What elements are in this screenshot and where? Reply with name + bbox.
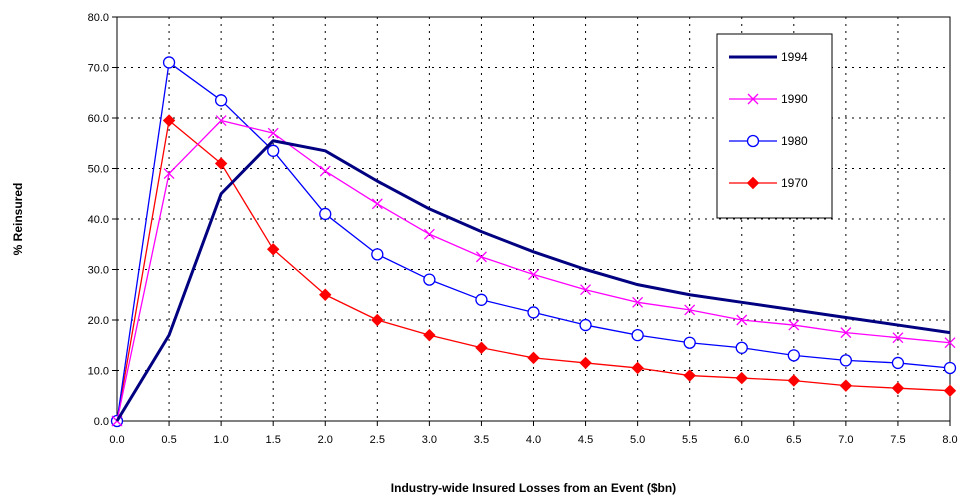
data-point [162,114,176,127]
x-tick-label: 0.0 [109,434,124,446]
x-tick-label: 3.5 [474,434,489,446]
data-point [423,273,436,286]
legend-item-1970: 1970 [729,176,808,190]
x-tick-label: 1.0 [213,434,228,446]
data-point [944,337,956,349]
legend-item-1990: 1990 [729,92,808,106]
data-point [371,198,383,210]
legend-marker [746,134,760,148]
data-point [891,381,905,395]
data-point [423,228,435,240]
data-point [163,168,175,180]
data-point [267,127,279,139]
x-tick-label: 5.5 [682,434,697,446]
data-point [266,243,280,256]
data-point [580,284,592,296]
legend-marker [747,93,759,105]
data-point [214,157,228,170]
legend-item-1994: 1994 [729,50,808,64]
x-tick-label: 8.0 [942,434,957,446]
data-point [735,371,748,385]
y-tick-label: 50.0 [88,164,109,176]
data-point [527,306,540,319]
data-point [891,356,905,370]
y-tick-label: 80.0 [88,12,109,24]
series-line-1994 [115,139,951,422]
legend-marker [746,176,760,190]
legend-label: 1980 [781,134,808,148]
data-point [267,144,280,157]
y-tick-label: 30.0 [88,265,109,277]
data-point [892,332,904,344]
legend-label: 1990 [781,92,808,106]
data-point [371,248,384,261]
y-tick-label: 10.0 [88,366,109,378]
data-point [162,56,176,69]
data-point [319,288,332,301]
data-point [943,384,957,397]
x-tick-label: 5.0 [630,434,645,446]
series-group [110,56,957,428]
legend-box [716,33,833,219]
data-point [475,251,487,263]
legend: 1994 1990 1980 1970 [716,33,833,219]
x-tick-label: 4.5 [578,434,593,446]
data-point [371,313,384,327]
y-tick-label: 70.0 [88,63,109,75]
data-point [319,165,331,177]
data-point [215,115,227,126]
x-tick-label: 6.0 [734,434,749,446]
x-tick-label: 2.5 [370,434,385,446]
data-point [787,349,800,362]
data-point [683,369,696,382]
data-point [423,328,436,342]
y-tick-label: 60.0 [88,113,109,125]
x-axis-ticks: 0.0 0.5 1.0 1.5 2.0 2.5 3.0 3.5 4.0 4.5 5.0 5.5 6.0 6… [109,421,958,446]
legend-label: 1970 [781,176,808,190]
y-tick-label: 20.0 [88,315,109,327]
data-point [528,269,539,281]
data-point [787,374,801,387]
data-point [788,319,800,331]
y-tick-label: 0.0 [94,416,109,428]
x-tick-label: 4.0 [526,434,541,446]
y-tick-label: 40.0 [88,214,109,226]
data-point [683,336,696,349]
x-tick-label: 2.0 [318,434,333,446]
data-point [943,361,957,375]
x-axis-title: Industry-wide Insured Losses from an Eve… [391,481,676,495]
x-tick-label: 1.5 [266,434,281,446]
data-point [475,341,488,354]
x-tick-label: 7.5 [890,434,905,446]
data-point [684,304,696,316]
x-tick-label: 3.0 [422,434,437,446]
data-point [214,94,228,107]
legend-label: 1994 [781,50,808,64]
legend-item-1980: 1980 [729,134,808,148]
data-point [579,318,592,332]
data-point [839,379,853,392]
y-axis-title: % Reinsured [11,183,25,256]
data-point [579,356,592,370]
series-1990 [111,115,956,427]
data-point [631,361,644,375]
x-tick-label: 7.0 [838,434,853,446]
data-point [631,328,644,342]
data-point [475,293,488,306]
x-tick-label: 6.5 [786,434,801,446]
data-point [735,341,748,354]
data-point [736,314,748,326]
data-point [632,296,644,308]
data-point [839,354,853,367]
y-axis-ticks: 0.0 10.0 20.0 30.0 40.0 50.0 60.0 70.0 80.0 [88,12,117,428]
data-point [527,351,540,365]
data-point [840,327,852,339]
series-1994 [115,139,951,422]
data-point [319,207,332,221]
x-tick-label: 0.5 [161,434,176,446]
